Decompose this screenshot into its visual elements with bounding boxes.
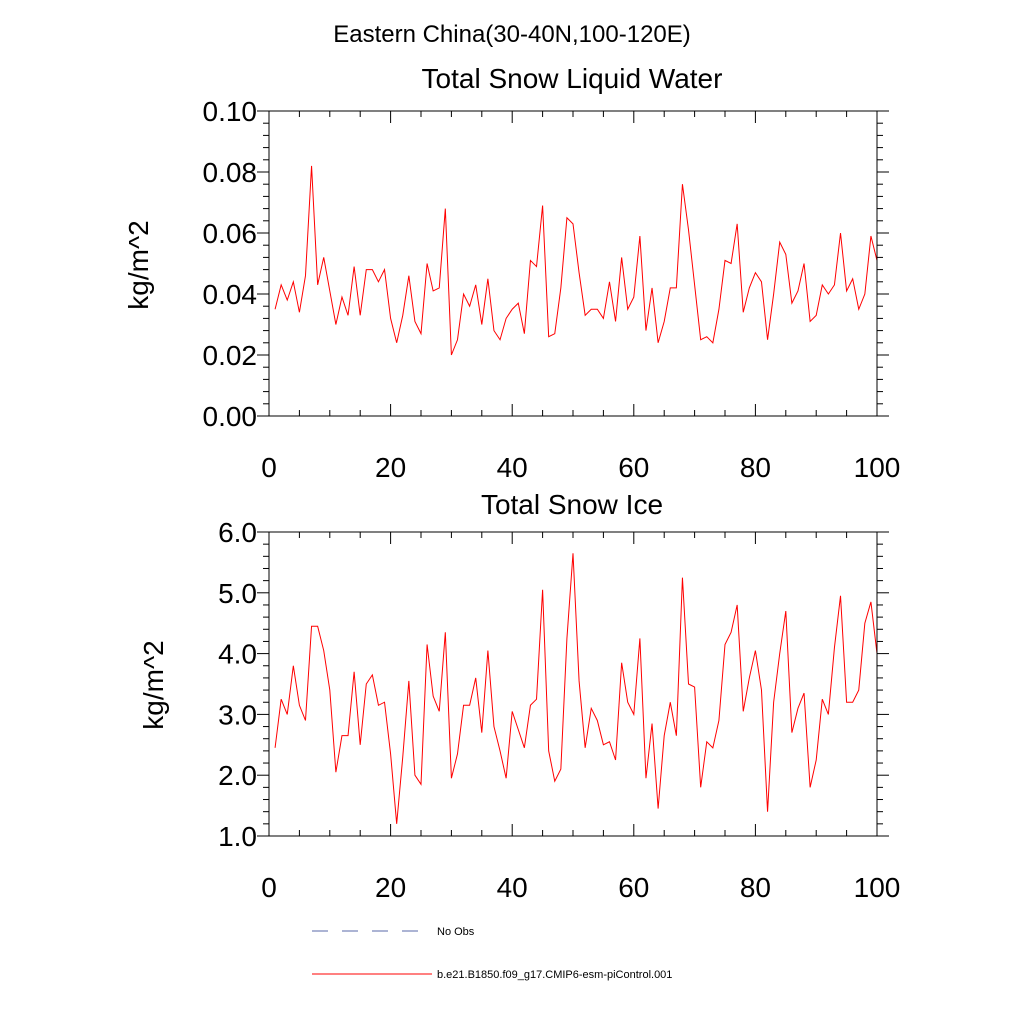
y-tick-label: 2.0 — [218, 760, 257, 791]
axis-ticks — [257, 531, 889, 837]
y-tick-label: 6.0 — [218, 517, 257, 548]
series-line — [274, 165, 878, 356]
y-tick-label: 0.02 — [203, 340, 258, 371]
series-lines — [274, 553, 878, 824]
panel-title: Total Snow Ice — [481, 489, 663, 520]
x-tick-label: 20 — [375, 452, 406, 483]
legend-label-no-obs: No Obs — [437, 926, 475, 938]
series-lines — [274, 165, 878, 356]
x-tick-label: 20 — [375, 872, 406, 903]
tick-labels: 0 20 40 60 80 100 1.0 2.0 3.0 4.0 5.0 6.0 — [218, 517, 900, 903]
panel-snow-liquid-water: Total Snow Liquid Water kg/m^2 0 20 40 60 80… — [123, 63, 900, 483]
x-tick-label: 80 — [740, 872, 771, 903]
x-tick-label: 60 — [618, 872, 649, 903]
x-tick-label: 80 — [740, 452, 771, 483]
y-tick-label: 5.0 — [218, 578, 257, 609]
y-tick-label: 0.10 — [203, 96, 258, 127]
y-axis-label: kg/m^2 — [123, 220, 154, 309]
x-tick-label: 40 — [497, 452, 528, 483]
x-tick-label: 40 — [497, 872, 528, 903]
x-tick-label: 0 — [261, 872, 277, 903]
y-tick-label: 0.06 — [203, 218, 258, 249]
y-tick-label: 0.04 — [203, 279, 258, 310]
y-tick-label: 4.0 — [218, 639, 257, 670]
y-tick-label: 3.0 — [218, 699, 257, 730]
tick-labels: 0 20 40 60 80 100 0.00 0.02 0.04 0.06 0.08 0.10 — [203, 96, 901, 483]
panel-title: Total Snow Liquid Water — [422, 63, 723, 94]
y-tick-label: 0.08 — [203, 157, 258, 188]
y-tick-label: 1.0 — [218, 821, 257, 852]
y-tick-label: 0.00 — [203, 401, 258, 432]
x-tick-label: 100 — [854, 872, 901, 903]
panel-snow-ice: Total Snow Ice kg/m^2 0 20 40 60 80 100 1.0 2.0… — [138, 489, 900, 903]
plot-frame — [268, 110, 878, 417]
legend: No Obs b.e21.B1850.f09_g17.CMIP6-esm-piC… — [312, 926, 672, 981]
legend-label-model: b.e21.B1850.f09_g17.CMIP6-esm-piControl.… — [437, 969, 672, 981]
figure-title: Eastern China(30-40N,100-120E) — [333, 21, 691, 48]
x-tick-label: 0 — [261, 452, 277, 483]
series-line — [274, 553, 878, 824]
y-axis-label: kg/m^2 — [138, 640, 169, 729]
plot-frame — [268, 531, 878, 837]
x-tick-label: 60 — [618, 452, 649, 483]
x-tick-label: 100 — [854, 452, 901, 483]
axis-ticks — [257, 110, 889, 417]
